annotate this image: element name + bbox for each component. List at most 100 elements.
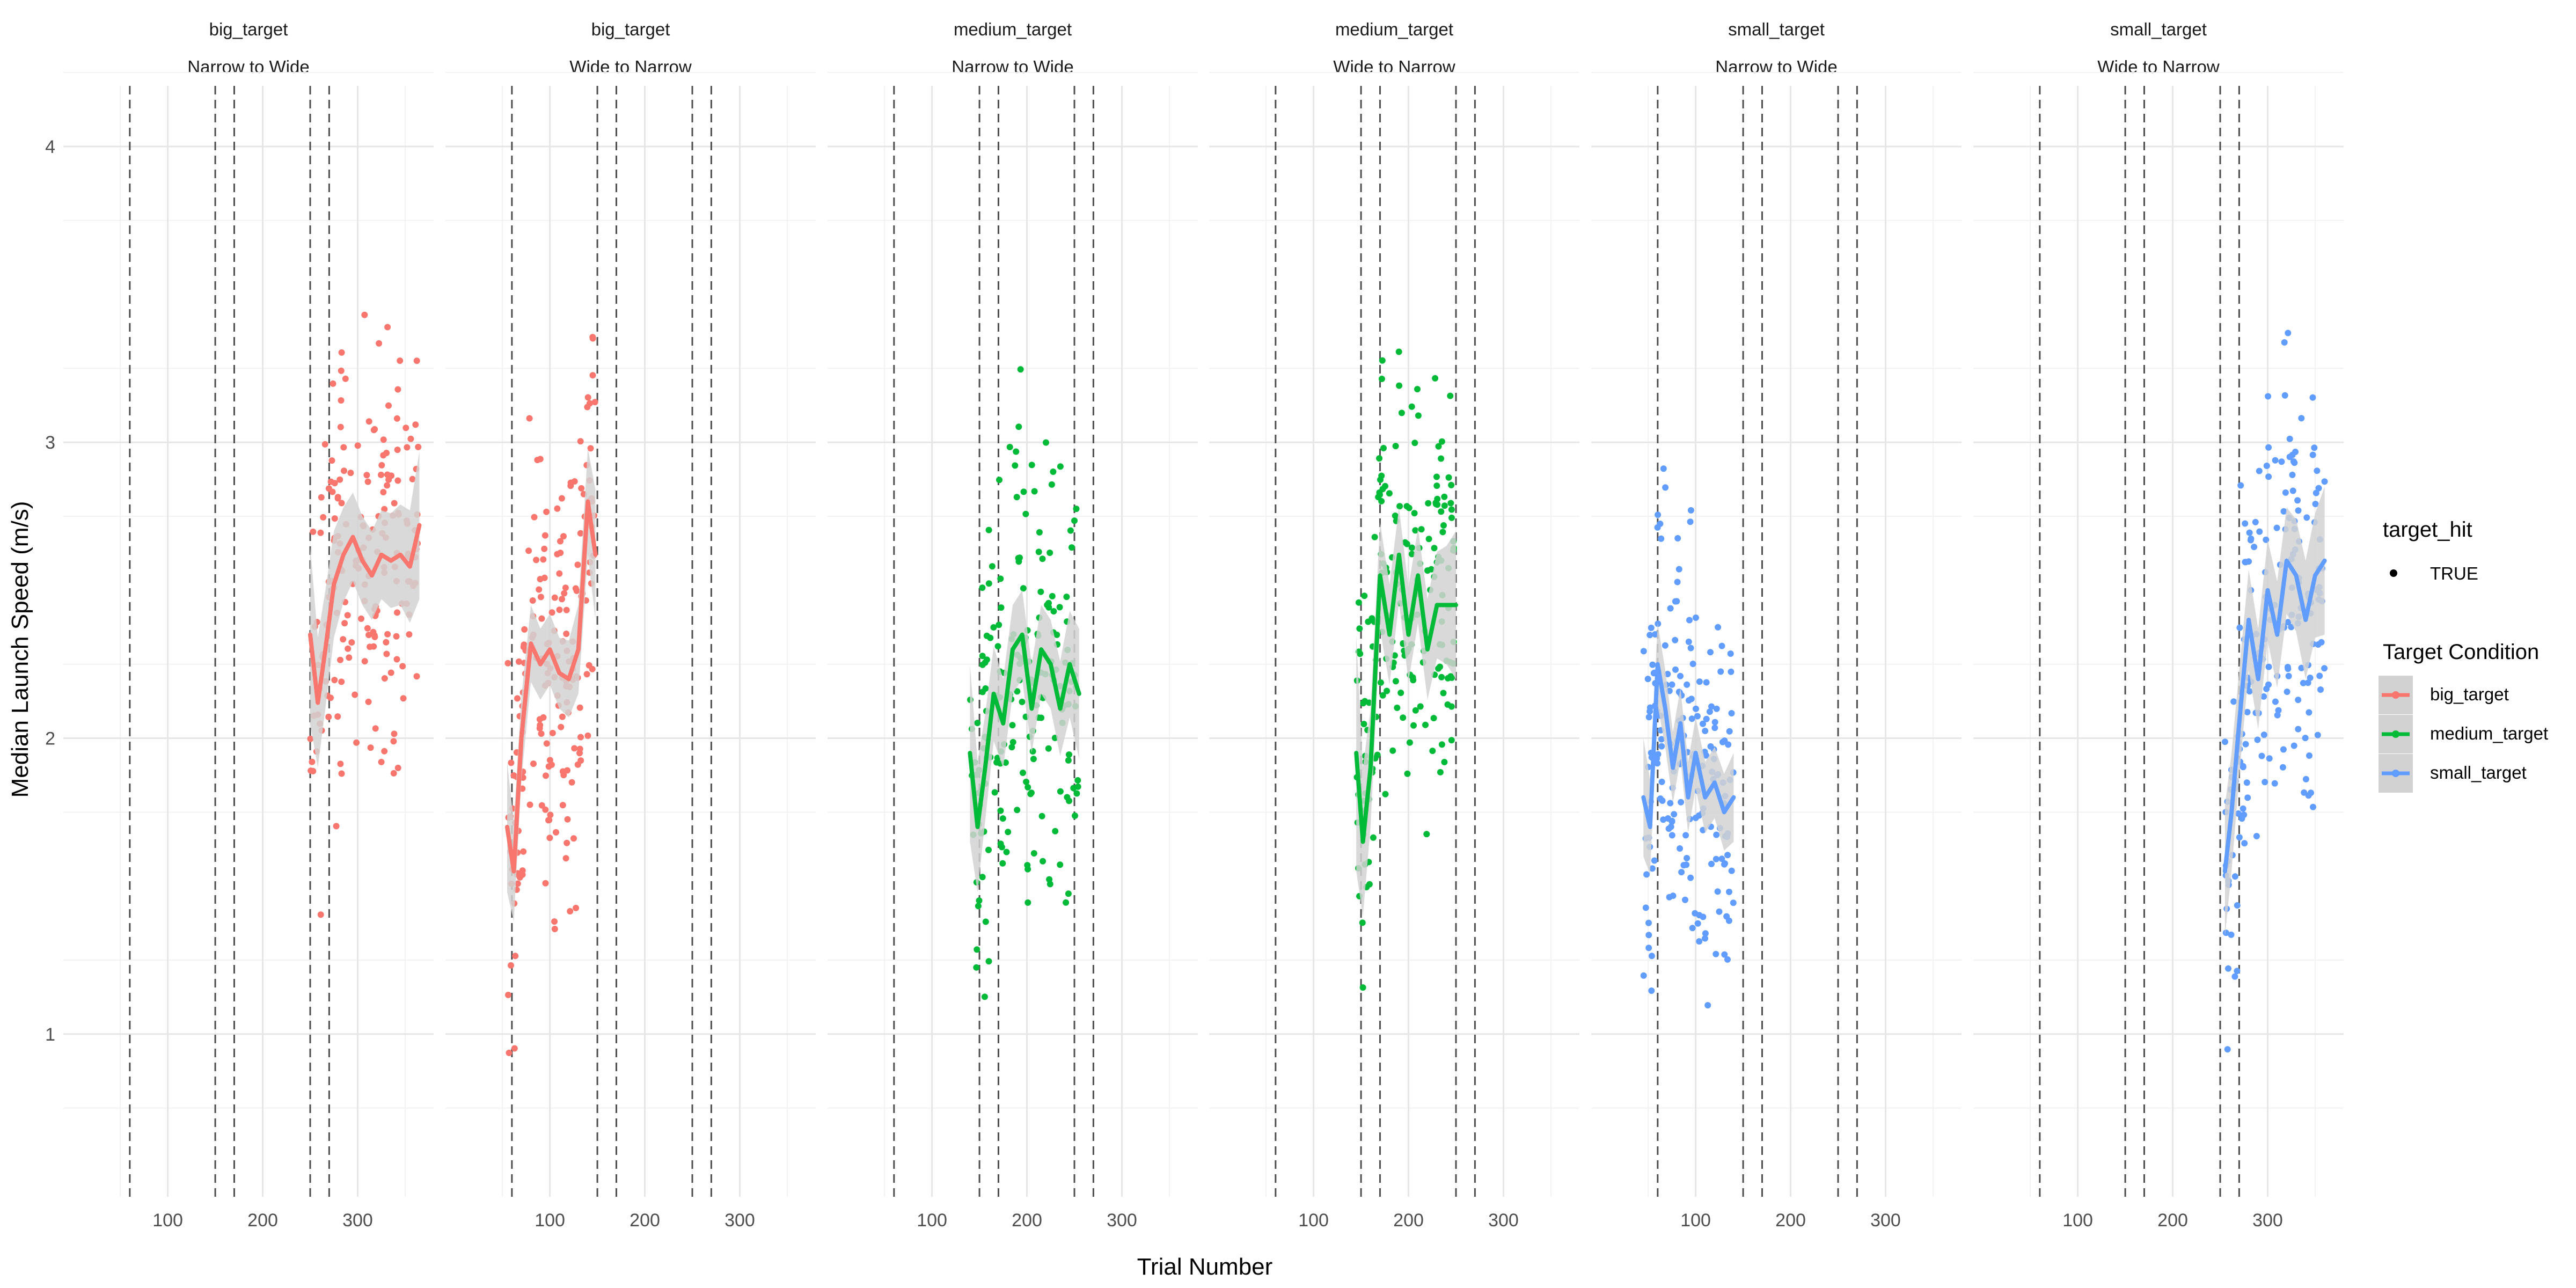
data-point xyxy=(556,570,563,577)
data-point xyxy=(1056,604,1063,611)
data-point xyxy=(2225,965,2231,972)
data-point xyxy=(1438,438,1445,445)
data-point xyxy=(560,533,567,540)
data-point xyxy=(551,594,558,601)
data-point xyxy=(1707,743,1714,750)
data-point xyxy=(1404,770,1411,777)
data-point xyxy=(573,904,580,911)
data-point xyxy=(1433,482,1440,489)
smooth-trend-line xyxy=(505,499,598,874)
data-point xyxy=(346,654,353,661)
data-point xyxy=(1684,681,1690,688)
data-point xyxy=(1655,751,1662,758)
data-point xyxy=(551,918,558,925)
data-point xyxy=(2265,393,2272,400)
data-point xyxy=(1648,953,1655,960)
data-point xyxy=(1649,661,1656,668)
data-point xyxy=(390,738,397,745)
data-point xyxy=(321,441,328,448)
data-point xyxy=(546,835,553,841)
data-point xyxy=(2235,810,2242,817)
data-point xyxy=(348,639,355,646)
data-point xyxy=(1721,861,1728,868)
data-point xyxy=(1702,935,1708,942)
data-point xyxy=(1045,745,1052,752)
data-point xyxy=(1711,719,1718,726)
data-point xyxy=(337,656,343,663)
data-point xyxy=(1382,482,1388,489)
data-point xyxy=(325,713,332,720)
data-point xyxy=(415,443,422,450)
data-point xyxy=(1406,739,1413,746)
data-point xyxy=(390,770,397,777)
data-point xyxy=(1380,445,1387,451)
data-point xyxy=(2236,624,2243,631)
data-point xyxy=(2280,508,2287,515)
data-point xyxy=(1072,813,1078,819)
data-point xyxy=(1440,522,1447,529)
facet-panel: small_target Narrow to Wide 100 200 300 xyxy=(1591,19,1962,1231)
smooth-confidence-band xyxy=(1356,507,1456,916)
data-point xyxy=(577,438,584,445)
data-point xyxy=(991,789,998,796)
data-point xyxy=(987,634,994,641)
data-point xyxy=(352,691,358,698)
data-point xyxy=(1049,592,1056,599)
data-point xyxy=(1361,592,1368,599)
data-point xyxy=(370,427,377,434)
legend-label-small-target: small_target xyxy=(2430,763,2527,782)
data-point xyxy=(1377,679,1384,686)
data-point xyxy=(2285,619,2292,626)
facet-panel: big_target Wide to Narrow 100 200 300 xyxy=(445,19,816,1231)
data-point xyxy=(557,550,564,557)
data-point xyxy=(537,456,544,463)
data-point xyxy=(996,621,1002,628)
data-point xyxy=(541,532,548,539)
legend-key-point xyxy=(2392,730,2399,738)
data-point xyxy=(361,658,368,665)
data-point xyxy=(376,340,383,347)
data-point xyxy=(388,472,395,479)
data-point xyxy=(976,897,983,904)
x-tick-label: 100 xyxy=(535,1210,565,1231)
data-point xyxy=(1430,715,1437,722)
data-point xyxy=(364,625,371,632)
data-point xyxy=(2309,394,2316,401)
data-point xyxy=(2271,780,2278,787)
data-point xyxy=(2321,665,2328,672)
data-point xyxy=(1432,375,1439,382)
data-point xyxy=(2281,339,2288,346)
data-point xyxy=(1439,529,1446,536)
data-point xyxy=(1703,679,1710,686)
data-point xyxy=(985,580,992,587)
data-point xyxy=(1386,490,1393,497)
smooth-confidence-band xyxy=(507,448,596,922)
data-point xyxy=(512,953,519,960)
data-point xyxy=(1715,624,1722,631)
data-point xyxy=(1728,668,1735,675)
data-point xyxy=(571,478,578,485)
data-point xyxy=(508,759,515,766)
data-point xyxy=(2253,833,2260,839)
data-point xyxy=(1431,545,1438,552)
data-point xyxy=(2244,794,2251,801)
data-point xyxy=(1057,463,1064,470)
data-point xyxy=(994,643,1001,650)
data-point xyxy=(974,720,981,727)
data-point xyxy=(538,730,545,737)
data-point xyxy=(1067,527,1074,534)
data-point xyxy=(1355,599,1362,606)
data-point xyxy=(358,615,364,622)
data-point xyxy=(1714,888,1721,895)
data-point xyxy=(558,723,565,730)
data-point xyxy=(1378,472,1385,479)
data-point xyxy=(1447,500,1454,507)
data-point xyxy=(1008,744,1015,751)
data-point xyxy=(1438,508,1445,515)
data-point xyxy=(383,450,390,456)
data-point xyxy=(2295,507,2302,514)
data-point xyxy=(542,806,549,813)
data-point xyxy=(514,695,521,702)
data-point xyxy=(1696,938,1703,945)
data-point xyxy=(543,508,550,515)
